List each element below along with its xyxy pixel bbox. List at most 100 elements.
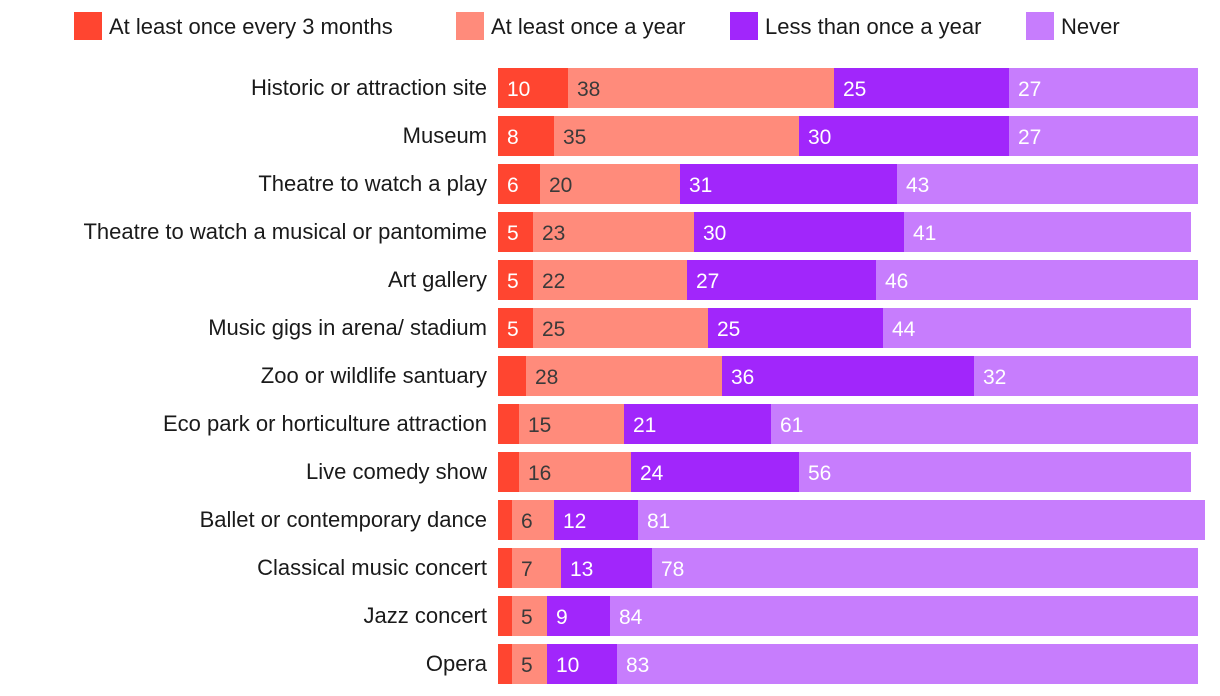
legend-label-at-least-once-every-3-months: At least once every 3 months <box>109 14 393 39</box>
bar-segment-less-than-once-a-year <box>624 404 771 444</box>
bar-segment-less-than-once-a-year <box>547 644 617 684</box>
bar-segment-at-least-once-a-year <box>526 356 722 396</box>
bar-segment-at-least-once-a-year <box>533 260 687 300</box>
category-label: Art gallery <box>388 267 487 292</box>
category-label: Historic or attraction site <box>251 75 487 100</box>
data-label-at-least-once-a-year: 5 <box>521 654 533 677</box>
bar-segment-at-least-once-a-year <box>519 404 624 444</box>
legend-swatch-at-least-once-a-year <box>456 12 484 40</box>
bar-segment-never <box>897 164 1198 204</box>
data-label-less-than-once-a-year: 31 <box>689 174 712 197</box>
data-label-at-least-once-a-year: 28 <box>535 366 558 389</box>
bar-row-museum: 8 35 30 27 <box>498 116 1198 156</box>
bar-segment-at-least-once-a-year <box>512 596 547 636</box>
bar-row-theatre-to-watch-a-musical-or-pantomime: 5 23 30 41 <box>498 212 1191 252</box>
bar-segment-never <box>1009 68 1198 108</box>
bar-segment-at-least-once-every-3-months <box>498 404 519 444</box>
bar-segment-at-least-once-every-3-months <box>498 548 512 588</box>
bar-segment-at-least-once-a-year <box>533 308 708 348</box>
data-label-at-least-once-every-3-months: 6 <box>507 174 519 197</box>
data-label-at-least-once-a-year: 25 <box>542 318 565 341</box>
bar-segment-at-least-once-every-3-months <box>498 644 512 684</box>
bar-segment-less-than-once-a-year <box>694 212 904 252</box>
bar-segment-less-than-once-a-year <box>631 452 799 492</box>
data-label-less-than-once-a-year: 13 <box>570 558 593 581</box>
category-label: Ballet or contemporary dance <box>200 507 487 532</box>
category-labels: Historic or attraction site Museum Theatre… <box>83 75 487 676</box>
bar-segment-at-least-once-every-3-months <box>498 116 554 156</box>
data-label-never: 43 <box>906 174 929 197</box>
data-label-at-least-once-a-year: 6 <box>521 510 533 533</box>
bar-row-opera: 5 10 83 <box>498 644 1198 684</box>
bar-segment-at-least-once-every-3-months <box>498 596 512 636</box>
bar-segment-never <box>876 260 1198 300</box>
bar-segment-at-least-once-a-year <box>568 68 834 108</box>
bar-segment-at-least-once-every-3-months <box>498 212 533 252</box>
bar-segment-never <box>652 548 1198 588</box>
bar-segment-never <box>883 308 1191 348</box>
data-label-at-least-once-every-3-months: 5 <box>507 318 519 341</box>
data-label-never: 41 <box>913 222 936 245</box>
data-label-at-least-once-a-year: 23 <box>542 222 565 245</box>
bar-segment-less-than-once-a-year <box>834 68 1009 108</box>
data-label-at-least-once-a-year: 20 <box>549 174 572 197</box>
legend-swatch-less-than-once-a-year <box>730 12 758 40</box>
bar-segment-at-least-once-a-year <box>519 452 631 492</box>
bar-row-theatre-to-watch-a-play: 6 20 31 43 <box>498 164 1198 204</box>
bar-row-live-comedy-show: 16 24 56 <box>498 452 1191 492</box>
data-label-less-than-once-a-year: 30 <box>808 126 831 149</box>
bar-segment-at-least-once-a-year <box>512 548 561 588</box>
data-label-at-least-once-a-year: 5 <box>521 606 533 629</box>
data-label-less-than-once-a-year: 25 <box>843 78 866 101</box>
data-label-never: 81 <box>647 510 670 533</box>
bar-segment-less-than-once-a-year <box>799 116 1009 156</box>
data-label-never: 61 <box>780 414 803 437</box>
data-label-less-than-once-a-year: 10 <box>556 654 579 677</box>
data-label-less-than-once-a-year: 12 <box>563 510 586 533</box>
legend: At least once every 3 months At least onc… <box>74 12 1120 40</box>
data-label-never: 32 <box>983 366 1006 389</box>
data-label-at-least-once-a-year: 15 <box>528 414 551 437</box>
bar-row-art-gallery: 5 22 27 46 <box>498 260 1198 300</box>
data-label-less-than-once-a-year: 36 <box>731 366 754 389</box>
data-label-never: 78 <box>661 558 684 581</box>
bar-segment-less-than-once-a-year <box>547 596 610 636</box>
bar-segment-never <box>1009 116 1198 156</box>
bar-row-jazz-concert: 5 9 84 <box>498 596 1198 636</box>
category-label: Classical music concert <box>257 555 487 580</box>
data-label-never: 83 <box>626 654 649 677</box>
data-label-at-least-once-every-3-months: 5 <box>507 270 519 293</box>
data-label-less-than-once-a-year: 27 <box>696 270 719 293</box>
legend-label-never: Never <box>1061 14 1120 39</box>
bar-segment-at-least-once-a-year <box>533 212 694 252</box>
bar-row-eco-park-or-horticulture-attraction: 15 21 61 <box>498 404 1198 444</box>
bar-segment-never <box>638 500 1205 540</box>
category-label: Music gigs in arena/ stadium <box>208 315 487 340</box>
data-label-at-least-once-a-year: 7 <box>521 558 533 581</box>
data-label-less-than-once-a-year: 24 <box>640 462 664 485</box>
bar-row-historic-or-attraction-site: 10 38 25 27 <box>498 68 1198 108</box>
legend-label-less-than-once-a-year: Less than once a year <box>765 14 981 39</box>
bar-segment-at-least-once-every-3-months <box>498 500 512 540</box>
category-label: Eco park or horticulture attraction <box>163 411 487 436</box>
bar-segment-at-least-once-a-year <box>512 500 554 540</box>
bar-row-zoo-or-wildlife-santuary: 28 36 32 <box>498 356 1198 396</box>
bar-segment-at-least-once-every-3-months <box>498 68 568 108</box>
bar-segment-at-least-once-every-3-months <box>498 164 540 204</box>
bar-segment-never <box>771 404 1198 444</box>
bar-row-music-gigs-in-arena-stadium: 5 25 25 44 <box>498 308 1191 348</box>
bar-row-classical-music-concert: 7 13 78 <box>498 548 1198 588</box>
bar-segment-less-than-once-a-year <box>561 548 652 588</box>
category-label: Live comedy show <box>306 459 487 484</box>
data-label-at-least-once-a-year: 22 <box>542 270 565 293</box>
data-label-at-least-once-every-3-months: 5 <box>507 222 519 245</box>
bar-segment-at-least-once-a-year <box>540 164 680 204</box>
category-label: Opera <box>426 651 488 676</box>
legend-swatch-never <box>1026 12 1054 40</box>
bar-segment-never <box>974 356 1198 396</box>
category-label: Jazz concert <box>364 603 488 628</box>
bar-segment-less-than-once-a-year <box>687 260 876 300</box>
bar-segment-less-than-once-a-year <box>554 500 638 540</box>
bar-segment-never <box>617 644 1198 684</box>
